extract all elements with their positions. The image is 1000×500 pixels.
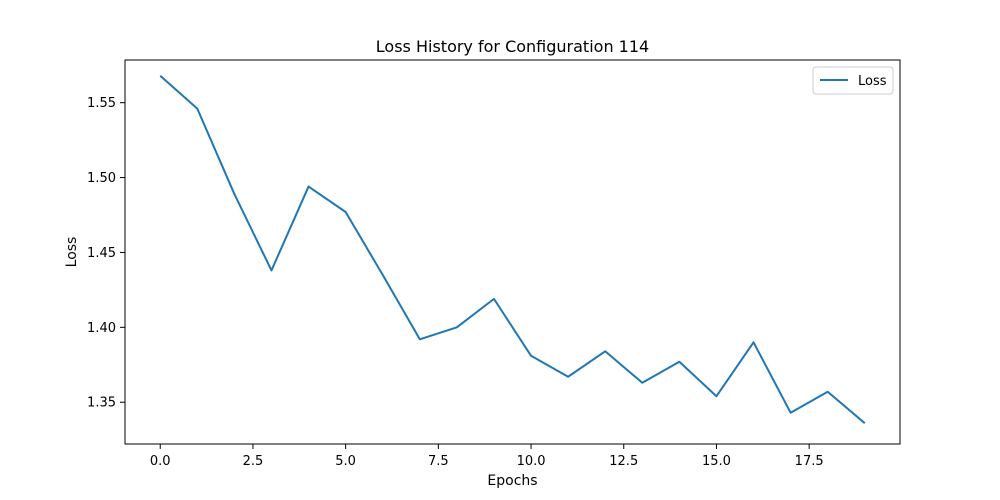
x-tick-label: 12.5 <box>609 454 638 469</box>
legend-label-loss: Loss <box>858 74 887 89</box>
x-tick-label: 10.0 <box>517 454 546 469</box>
plot-area <box>159 74 866 424</box>
legend: Loss <box>812 66 894 95</box>
legend-box <box>812 66 894 95</box>
x-tick-label: 17.5 <box>795 454 824 469</box>
y-tick-label: 1.35 <box>87 396 116 411</box>
y-tick-label: 1.45 <box>87 246 116 261</box>
y-tick-label: 1.50 <box>87 171 116 186</box>
x-tick-label: 2.5 <box>243 454 264 469</box>
x-axis-title: Epochs <box>487 473 537 489</box>
x-tick-label: 5.0 <box>335 454 356 469</box>
x-tick-label: 0.0 <box>150 454 171 469</box>
series-line-loss <box>159 74 866 424</box>
y-axis: 1.35 1.40 1.45 1.50 1.55 <box>87 96 125 411</box>
x-tick-label: 15.0 <box>702 454 731 469</box>
plot-frame <box>124 59 901 445</box>
y-axis-title: Loss <box>64 237 80 268</box>
y-tick-label: 1.40 <box>87 321 116 336</box>
x-axis: 0.0 2.5 5.0 7.5 10.0 12.5 15.0 17.5 <box>150 444 824 469</box>
chart-title: Loss History for Configuration 114 <box>376 37 649 56</box>
y-tick-label: 1.55 <box>87 96 116 111</box>
x-tick-label: 7.5 <box>428 454 449 469</box>
